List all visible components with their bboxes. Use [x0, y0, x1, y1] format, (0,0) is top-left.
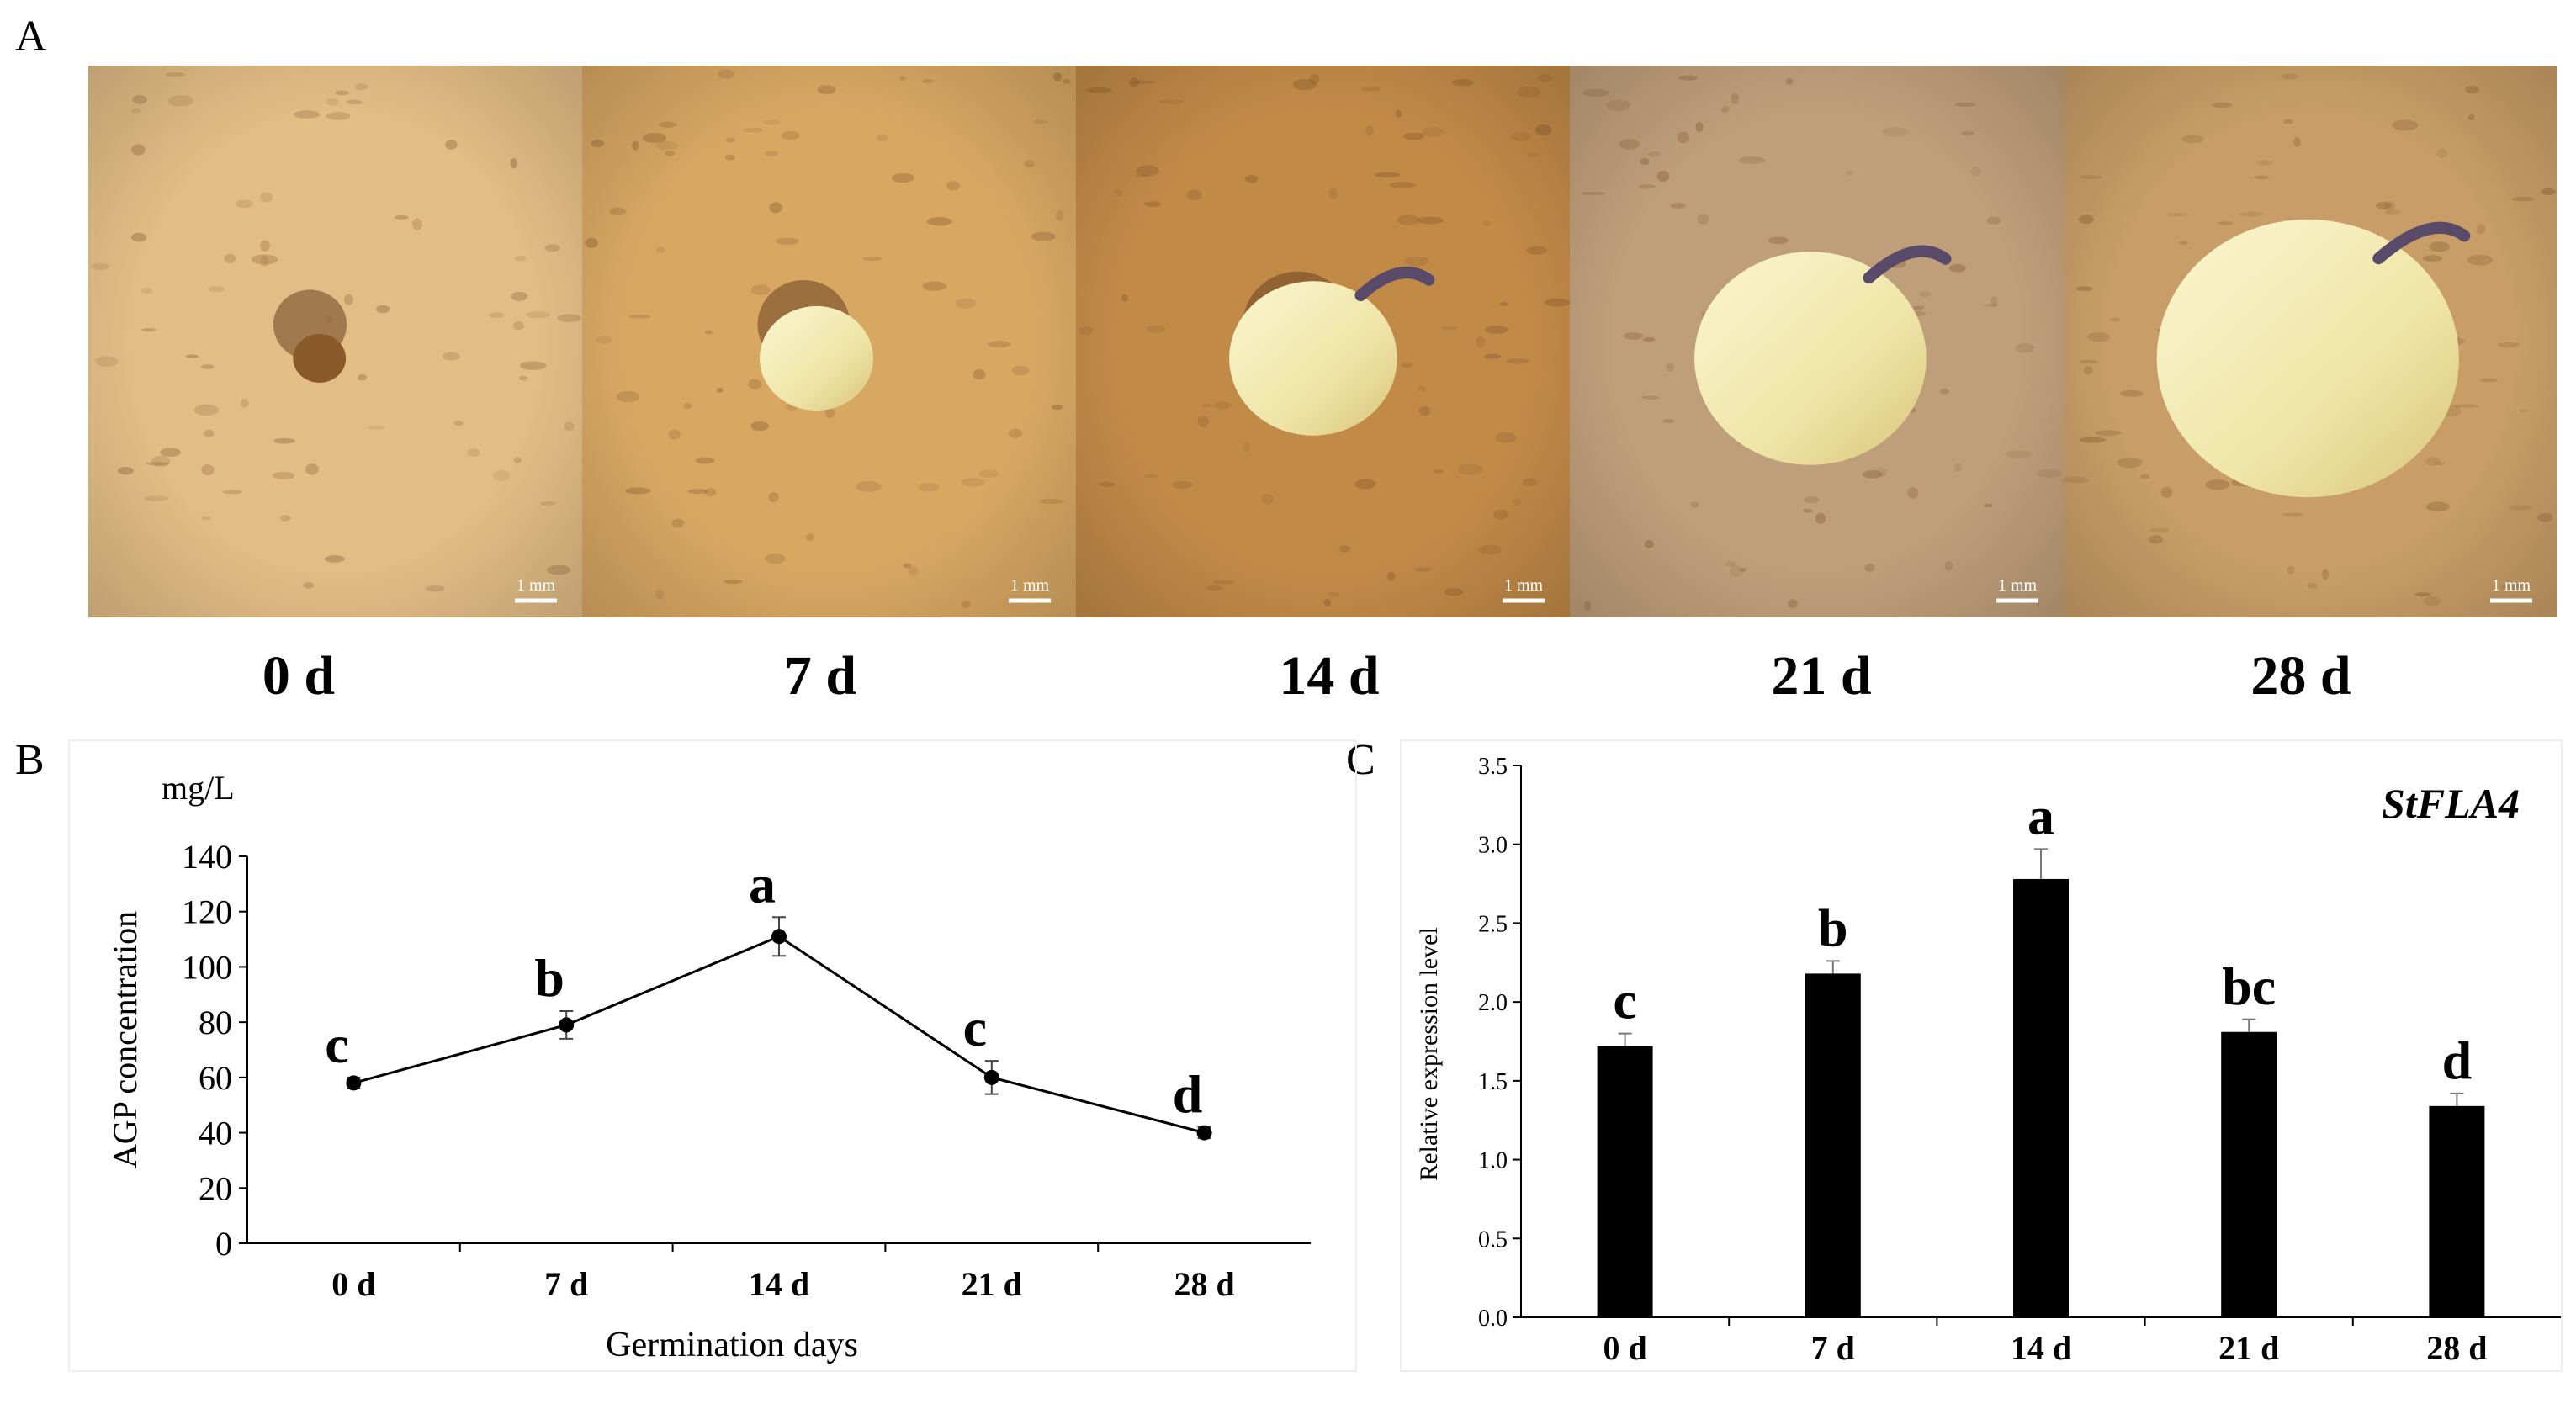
- chart-c-ytick-label: 0.5: [1478, 1226, 1508, 1253]
- chart-b-ytick-label: 140: [182, 838, 232, 876]
- chart-c-ytick-label: 3.0: [1478, 833, 1508, 859]
- chart-c-ytick-label: 2.0: [1478, 990, 1508, 1016]
- panel-label-c: C: [1346, 736, 1375, 784]
- chart-c-xtick-label: 7 d: [1811, 1329, 1855, 1367]
- scale-bar-label: 1 mm: [1998, 576, 2038, 595]
- chart-b-xtick-label: 21 d: [962, 1265, 1022, 1303]
- chart-c-ytick-label: 1.0: [1478, 1148, 1508, 1174]
- chart-b-xlabel: Germination days: [606, 1326, 858, 1364]
- photo-day-label: 14 d: [1279, 645, 1379, 707]
- chart-c-title: StFLA4: [2382, 780, 2520, 827]
- chart-c-significance-letter: c: [1613, 971, 1636, 1030]
- chart-c-bar: [2221, 1031, 2277, 1317]
- chart-c-significance-letter: b: [1818, 898, 1848, 957]
- chart-b-data-point: [346, 1075, 362, 1091]
- chart-b-xtick-label: 14 d: [749, 1265, 809, 1303]
- chart-b-data-point: [559, 1017, 575, 1033]
- photo-day-label: 21 d: [1771, 645, 1871, 707]
- chart-c-xtick-label: 21 d: [2218, 1329, 2279, 1367]
- chart-c-ylabel: Relative expression level: [1415, 927, 1443, 1181]
- chart-c-bar: [2429, 1105, 2485, 1317]
- agp-line-chart: mg/L AGP concentration Germination days …: [68, 739, 1357, 1372]
- photo-panel: 1 mm: [1570, 66, 2064, 617]
- chart-b-ytick-label: 40: [199, 1115, 232, 1152]
- chart-b-series-line: [353, 935, 1205, 1135]
- chart-b-ytick-label: 20: [199, 1169, 232, 1207]
- chart-b-significance-letter: c: [325, 1014, 348, 1074]
- chart-c-xtick-label: 28 d: [2426, 1329, 2487, 1367]
- photo-panel: 1 mm: [1076, 66, 1571, 617]
- chart-b-ytick-label: 60: [199, 1059, 232, 1097]
- chart-b-significance-letter: c: [963, 998, 987, 1057]
- chart-b-ytick-label: 100: [182, 948, 232, 986]
- chart-c-ytick-label: 3.5: [1478, 754, 1508, 780]
- chart-c-significance-letter: d: [2442, 1030, 2473, 1090]
- chart-b-significance-letter: b: [534, 948, 564, 1008]
- chart-c-bar: [1597, 1046, 1653, 1317]
- photo-panel: 1 mm: [2062, 66, 2557, 617]
- photo-day-label: 7 d: [784, 645, 856, 707]
- chart-c-ytick-label: 1.5: [1478, 1069, 1508, 1095]
- photo-day-label: 0 d: [262, 645, 335, 707]
- chart-c-ytick-label: 2.5: [1478, 911, 1508, 937]
- sprout: [1229, 281, 1397, 436]
- chart-b-significance-letter: d: [1173, 1064, 1203, 1124]
- photo-panel: 1 mm: [88, 66, 582, 617]
- stfla4-bar-chart: StFLA4 Relative expression level 0.0 0.5 1…: [1400, 739, 2563, 1372]
- scale-bar-label: 1 mm: [1504, 576, 1544, 595]
- chart-c-significance-letter: a: [2027, 786, 2054, 845]
- sprout: [2156, 219, 2459, 498]
- chart-b-ytick-label: 0: [215, 1225, 232, 1263]
- photo-day-labels: 0 d 7 d 14 d 21 d 28 d: [262, 645, 2351, 707]
- scale-bar-label: 1 mm: [517, 576, 556, 595]
- chart-b-ylabel: AGP concentration: [106, 911, 144, 1168]
- chart-b-ytick-label: 120: [182, 893, 232, 931]
- chart-b-unit: mg/L: [162, 769, 235, 807]
- panel-label-a: A: [15, 13, 47, 61]
- scale-bar-label: 1 mm: [2492, 576, 2531, 595]
- chart-b-data-point: [771, 929, 787, 945]
- sprout-tip: [1354, 267, 1435, 302]
- scale-bar-label: 1 mm: [1010, 576, 1050, 595]
- chart-c-xtick-label: 14 d: [2011, 1329, 2071, 1367]
- chart-b-data-point: [983, 1069, 999, 1085]
- chart-c-bar: [2013, 878, 2069, 1317]
- chart-b-significance-letter: a: [749, 854, 776, 914]
- chart-c-xtick-label: 0 d: [1603, 1329, 1646, 1367]
- chart-c-significance-letter: bc: [2222, 956, 2276, 1016]
- sprout: [760, 305, 873, 411]
- sprout-tip: [2372, 221, 2471, 265]
- photo-panel: 1 mm: [582, 66, 1076, 617]
- panel-label-b: B: [15, 736, 45, 784]
- chart-b-xtick-label: 0 d: [331, 1265, 375, 1303]
- chart-c-bar: [1805, 973, 1861, 1317]
- chart-b-xtick-label: 28 d: [1174, 1265, 1234, 1303]
- chart-b-xtick-label: 7 d: [544, 1265, 588, 1303]
- chart-b-data-point: [1196, 1125, 1212, 1141]
- chart-c-ytick-label: 0.0: [1478, 1306, 1508, 1332]
- sprout: [1694, 252, 1927, 465]
- photo-day-label: 28 d: [2250, 645, 2351, 707]
- sprout-tip: [1863, 245, 1952, 284]
- chart-c-frame: [1400, 739, 2563, 1372]
- sprout: [293, 334, 347, 383]
- chart-b-ytick-label: 80: [199, 1004, 232, 1041]
- chart-b-frame: [68, 739, 1357, 1372]
- photo-strip: 1 mm 1 mm 1 mm 1 mm 1 mm: [88, 66, 2557, 617]
